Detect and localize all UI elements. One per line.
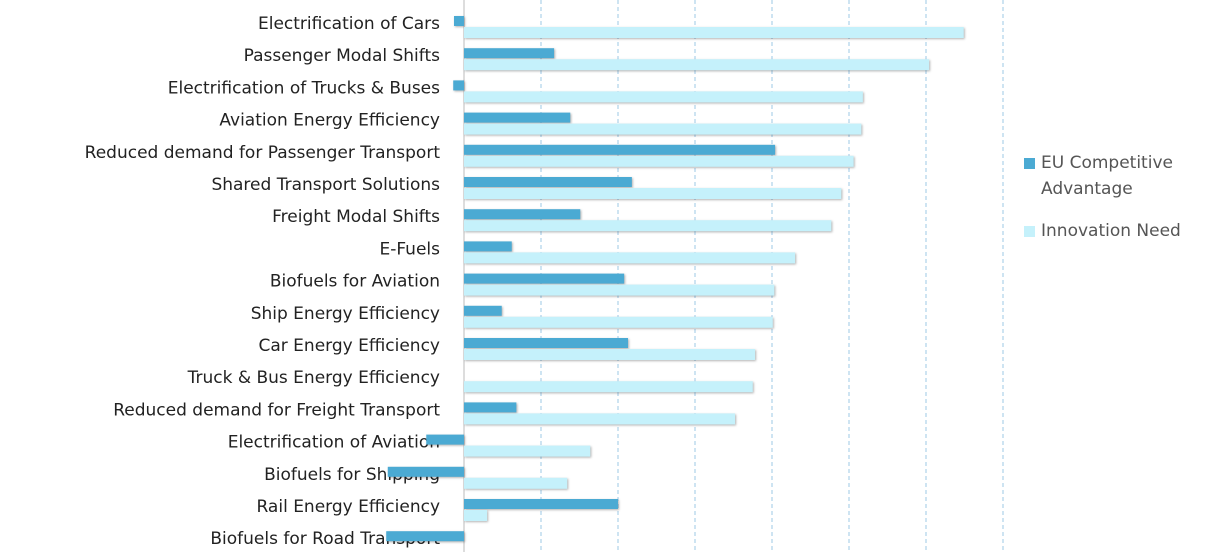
category-label: Reduced demand for Passenger Transport — [85, 143, 441, 163]
bar — [386, 531, 464, 542]
bar — [464, 445, 591, 457]
legend-item: Innovation Need — [1024, 218, 1184, 244]
bar — [464, 48, 555, 59]
bar — [464, 252, 796, 264]
legend-label: EU Competitive Advantage — [1041, 153, 1173, 199]
bar — [464, 402, 517, 413]
bar — [464, 209, 581, 220]
bar — [387, 466, 464, 477]
bar — [464, 241, 512, 252]
bar — [464, 273, 625, 284]
bar — [464, 510, 488, 521]
bar — [464, 59, 930, 71]
bar — [464, 220, 832, 232]
bar — [453, 80, 464, 91]
category-label: Car Energy Efficiency — [259, 336, 441, 356]
bar — [426, 434, 464, 445]
category-label: Freight Modal Shifts — [272, 207, 440, 227]
bar — [464, 112, 571, 123]
bar — [464, 91, 863, 103]
bar — [464, 499, 618, 509]
bar — [464, 305, 502, 316]
category-label: Shared Transport Solutions — [211, 175, 440, 195]
bar — [464, 338, 629, 348]
category-label: Electrification of Cars — [258, 14, 440, 34]
bar — [464, 155, 854, 167]
category-label: Electrification of Trucks & Buses — [168, 78, 440, 98]
category-label: Biofuels for Road Transport — [210, 529, 440, 549]
category-label: Biofuels for Aviation — [270, 272, 440, 292]
category-label: Rail Energy Efficiency — [256, 497, 440, 517]
category-label: Reduced demand for Freight Transport — [113, 400, 440, 420]
category-label: Truck & Bus Energy Efficiency — [187, 368, 440, 388]
bar — [464, 381, 753, 393]
legend-swatch — [1024, 226, 1035, 237]
bar — [464, 177, 632, 187]
bar — [464, 144, 776, 155]
category-label: Ship Energy Efficiency — [251, 304, 440, 324]
bar — [464, 349, 756, 360]
bar — [453, 16, 464, 26]
bar — [464, 188, 842, 199]
category-label: Aviation Energy Efficiency — [219, 111, 440, 131]
category-label: Electrification of Aviation — [228, 433, 440, 453]
bar — [464, 284, 775, 296]
bar — [464, 27, 964, 38]
legend-swatch — [1024, 158, 1035, 169]
bar — [464, 123, 862, 135]
legend-label: Innovation Need — [1041, 221, 1181, 241]
category-label: Passenger Modal Shifts — [244, 46, 441, 66]
bar — [464, 413, 736, 425]
bar — [464, 316, 773, 328]
legend: EU Competitive Advantage Innovation Need — [1024, 150, 1184, 260]
category-label: E-Fuels — [379, 239, 440, 259]
bar — [464, 477, 568, 489]
legend-item: EU Competitive Advantage — [1024, 150, 1184, 202]
